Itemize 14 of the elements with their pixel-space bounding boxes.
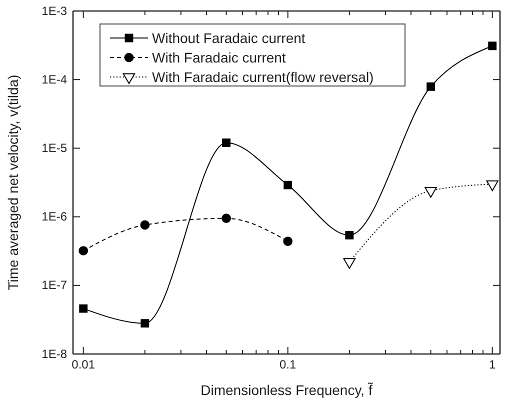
x-tick-label: 1	[489, 358, 496, 372]
y-axis-title: Time averaged net velocity, v(tilda)	[5, 74, 21, 290]
legend-label: With Faradaic current	[152, 50, 286, 66]
x-tick-label: 0.01	[72, 358, 96, 372]
x-axis-title: Dimensionless Frequency, f̃	[200, 382, 374, 398]
legend-label: With Faradaic current(flow reversal)	[152, 69, 374, 85]
y-tick-label: 1E-7	[42, 278, 68, 292]
y-tick-label: 1E-3	[42, 4, 68, 18]
y-tick-label: 1E-5	[42, 141, 68, 156]
y-tick-label: 1E-6	[42, 210, 68, 224]
y-tick-label: 1E-8	[42, 346, 68, 361]
x-tick-label: 0.1	[280, 358, 297, 372]
legend-label: Without Faradaic current	[152, 30, 306, 46]
y-tick-label: 1E-4	[42, 72, 68, 86]
